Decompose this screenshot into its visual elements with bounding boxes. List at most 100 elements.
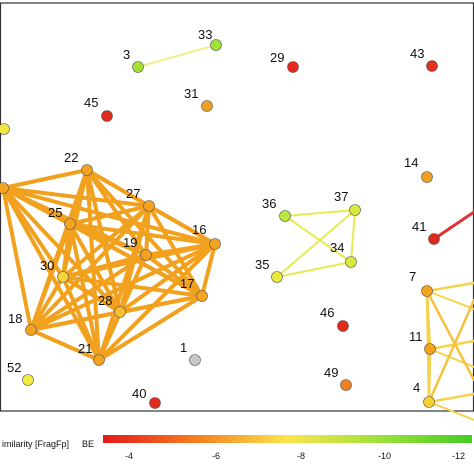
cluster-edge <box>147 204 217 246</box>
node-label-37: 37 <box>334 189 348 204</box>
node-label-36: 36 <box>262 196 276 211</box>
network-node-17[interactable] <box>196 290 208 302</box>
cluster-edge <box>428 339 474 351</box>
network-node-16[interactable] <box>209 238 221 250</box>
cluster-edge <box>1 186 101 362</box>
network-node-19[interactable] <box>140 249 152 261</box>
network-node-40[interactable] <box>149 397 161 409</box>
network-node-28[interactable] <box>114 306 126 318</box>
node-label-30: 30 <box>40 258 54 273</box>
cluster-edge <box>425 281 474 293</box>
node-label-31: 31 <box>184 86 198 101</box>
node-label-16: 16 <box>192 222 206 237</box>
node-label-22: 22 <box>64 150 78 165</box>
cluster-edge <box>68 222 217 246</box>
node-label-33: 33 <box>198 27 212 42</box>
network-node-partial[interactable] <box>0 182 9 194</box>
legend-tick: -6 <box>212 451 220 461</box>
node-label-52: 52 <box>7 360 21 375</box>
network-node-33[interactable] <box>210 39 222 51</box>
legend-colorbar <box>103 435 472 443</box>
node-label-29: 29 <box>270 50 284 65</box>
node-label-14: 14 <box>404 155 418 170</box>
network-node-7[interactable] <box>421 285 433 297</box>
network-node-30[interactable] <box>57 271 69 283</box>
node-label-4: 4 <box>413 380 420 395</box>
legend-title: imilarity [FragFp] <box>2 439 69 449</box>
cluster-edge <box>1 186 204 298</box>
node-label-49: 49 <box>324 365 338 380</box>
node-label-35: 35 <box>255 257 269 272</box>
network-node-49[interactable] <box>340 379 352 391</box>
network-node-14[interactable] <box>421 171 433 183</box>
cluster-edge <box>426 290 474 310</box>
node-label-1: 1 <box>180 340 187 355</box>
network-node-31[interactable] <box>201 100 213 112</box>
cluster-edge <box>200 242 217 298</box>
node-label-25: 25 <box>48 205 62 220</box>
node-label-34: 34 <box>330 240 344 255</box>
cluster-edge <box>1 186 33 332</box>
node-label-41: 41 <box>412 219 426 234</box>
network-node-37[interactable] <box>349 204 361 216</box>
cluster-edge <box>61 275 122 314</box>
network-node-21[interactable] <box>93 354 105 366</box>
cluster-edge <box>97 310 122 362</box>
node-label-7: 7 <box>409 269 416 284</box>
node-label-45: 45 <box>84 95 98 110</box>
node-label-28: 28 <box>98 293 112 308</box>
cluster-edge <box>1 186 151 208</box>
cluster-edge <box>428 401 474 421</box>
network-node-22[interactable] <box>81 164 93 176</box>
node-label-17: 17 <box>180 276 194 291</box>
network-node-52[interactable] <box>22 374 34 386</box>
legend-tick: -4 <box>125 451 133 461</box>
cluster-edge <box>1 186 122 314</box>
node-label-18: 18 <box>8 311 22 326</box>
network-node-18[interactable] <box>25 324 37 336</box>
network-node-43[interactable] <box>426 60 438 72</box>
network-node-11[interactable] <box>424 343 436 355</box>
edge <box>276 261 352 278</box>
legend: imilarity [FragFp] BE -4 -6 -8 -10 -12 <box>2 435 472 461</box>
legend-tick: -10 <box>378 451 391 461</box>
cluster-edge <box>1 186 217 246</box>
legend-tick: -8 <box>297 451 305 461</box>
node-label-3: 3 <box>123 47 130 62</box>
network-node-1[interactable] <box>189 354 201 366</box>
node-label-11: 11 <box>409 329 423 344</box>
cluster-edge <box>97 204 151 362</box>
node-label-27: 27 <box>126 186 140 201</box>
cluster-edge <box>427 347 432 404</box>
network-node-41[interactable] <box>428 233 440 245</box>
cluster-edge <box>61 275 204 298</box>
network-node-4[interactable] <box>423 396 435 408</box>
network-node-46[interactable] <box>337 320 349 332</box>
edge <box>137 44 217 68</box>
node-label-21: 21 <box>78 341 92 356</box>
network-node-partial[interactable] <box>0 123 10 135</box>
network-node-45[interactable] <box>101 110 113 122</box>
network-node-29[interactable] <box>287 61 299 73</box>
legend-be-label: BE <box>82 439 94 449</box>
edge <box>284 209 356 217</box>
network-node-3[interactable] <box>132 61 144 73</box>
node-label-46: 46 <box>320 305 334 320</box>
node-label-43: 43 <box>410 46 424 61</box>
cluster-edge <box>427 298 474 404</box>
network-node-27[interactable] <box>143 200 155 212</box>
network-node-35[interactable] <box>271 271 283 283</box>
network-node-36[interactable] <box>279 210 291 222</box>
cluster-edge <box>97 242 217 362</box>
edge <box>350 209 356 263</box>
network-node-34[interactable] <box>345 256 357 268</box>
node-label-19: 19 <box>123 235 137 250</box>
cluster-edge <box>427 392 474 404</box>
cluster-edge <box>1 168 89 190</box>
cluster-edge <box>97 294 204 362</box>
network-node-25[interactable] <box>64 218 76 230</box>
cluster-edge <box>425 289 474 382</box>
